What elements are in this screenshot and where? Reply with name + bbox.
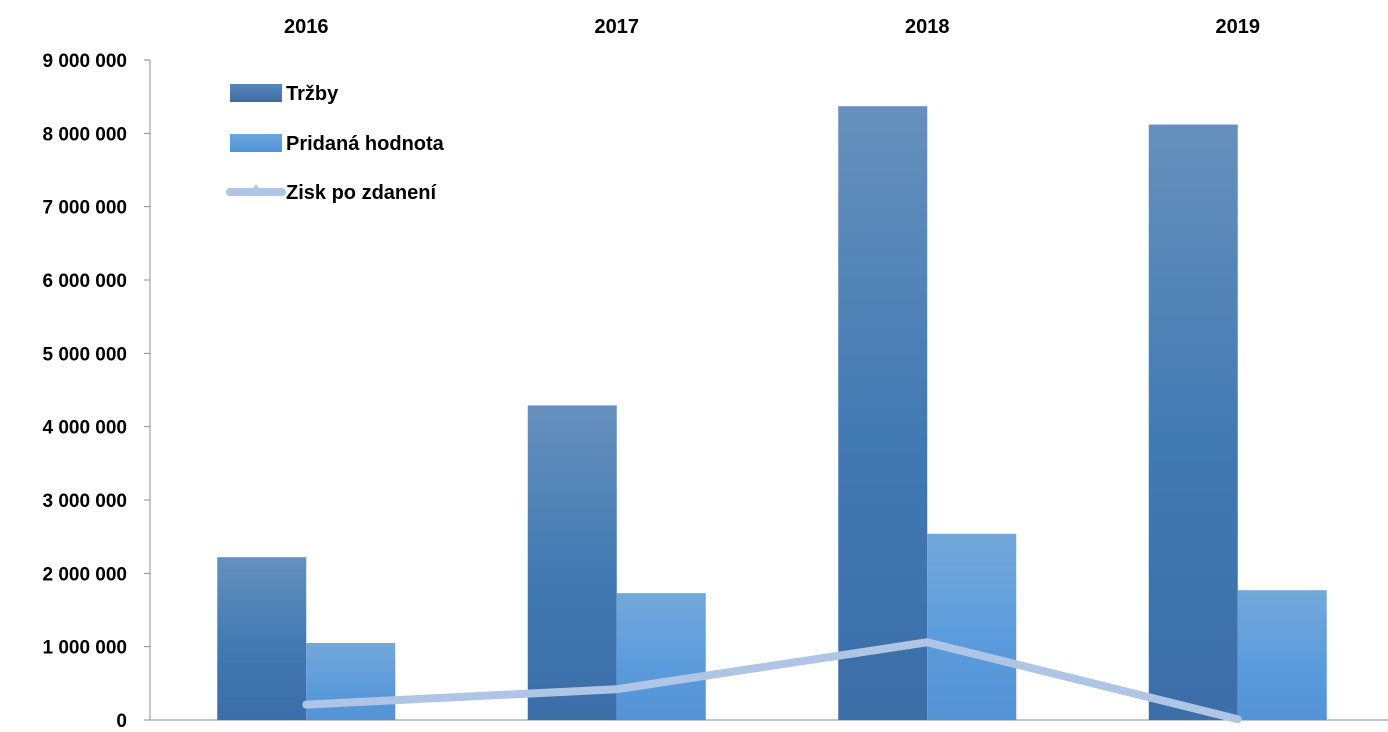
y-tick-label: 5 000 000 bbox=[42, 344, 127, 365]
x-tick-label: 2017 bbox=[595, 16, 640, 38]
y-axis: 0 1 000 000 2 000 000 3 000 000 4 000 000 5 0… bbox=[42, 51, 1388, 732]
y-tick-label: 4 000 000 bbox=[42, 418, 127, 439]
bar-pridana-hodnota-2019 bbox=[1237, 590, 1327, 720]
y-tick-label: 0 bbox=[116, 711, 127, 727]
bar-trzby-2016 bbox=[217, 557, 307, 720]
y-tick-label: 6 000 000 bbox=[42, 271, 127, 292]
bar-pridana-hodnota-2017 bbox=[616, 593, 706, 720]
legend: Tržby Pridaná hodnota Zisk po zdanení bbox=[226, 83, 445, 204]
triangle-marker-icon bbox=[248, 184, 264, 196]
bar-pridana-hodnota-2018 bbox=[927, 533, 1017, 720]
y-tick-label: 2 000 000 bbox=[42, 564, 127, 585]
y-tick-label: 1 000 000 bbox=[42, 638, 127, 659]
legend-label: Pridaná hodnota bbox=[286, 133, 445, 155]
legend-label: Zisk po zdanení bbox=[286, 182, 437, 204]
x-tick-label: 2019 bbox=[1216, 16, 1261, 38]
y-tick-label: 8 000 000 bbox=[42, 124, 127, 145]
bar-trzby-2019 bbox=[1148, 124, 1238, 721]
legend-swatch bbox=[230, 84, 282, 102]
bar-pridana-hodnota-2016 bbox=[306, 643, 396, 720]
x-axis-labels: 2016 2017 2018 2019 bbox=[284, 16, 1260, 38]
bar-trzby-2018 bbox=[838, 106, 928, 720]
bar-trzby-2017 bbox=[527, 405, 617, 720]
x-tick-label: 2018 bbox=[905, 16, 950, 38]
line-zisk-po-zdaneni bbox=[302, 638, 1242, 724]
y-tick-label: 7 000 000 bbox=[42, 198, 127, 219]
line-layer bbox=[302, 638, 1242, 724]
bars-layer bbox=[217, 106, 1327, 721]
x-tick-label: 2016 bbox=[284, 16, 329, 38]
legend-label: Tržby bbox=[286, 83, 339, 105]
y-tick-label: 9 000 000 bbox=[42, 51, 127, 72]
y-tick-label: 3 000 000 bbox=[42, 491, 127, 512]
legend-swatch bbox=[230, 134, 282, 152]
